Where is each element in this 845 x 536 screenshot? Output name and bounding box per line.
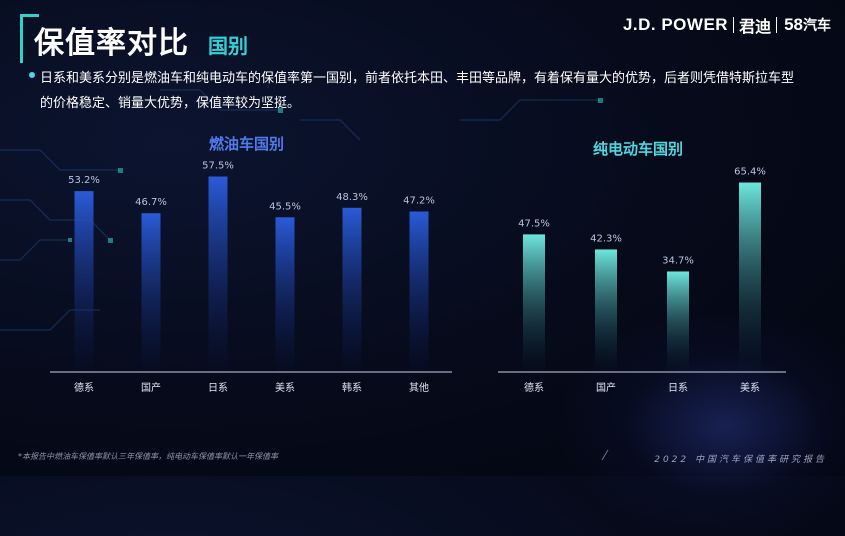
- footer-report-title: 2022 中国汽车保值率研究报告: [654, 455, 827, 465]
- fuel-bar-1: [141, 213, 161, 372]
- jundi-logo-text: 君迪: [739, 19, 772, 36]
- logo-divider: [733, 17, 735, 33]
- logo-divider: [776, 17, 778, 33]
- ev-data-label-0: 47.5%: [518, 218, 550, 229]
- fuel-category-label-2: 日系: [208, 382, 228, 394]
- ev-bar-2: [667, 271, 689, 372]
- page-title: 保值率对比: [34, 26, 189, 61]
- fuel-bar-5: [409, 211, 429, 372]
- fuel-category-label-4: 韩系: [342, 381, 362, 394]
- fuel-category-label-1: 国产: [141, 381, 161, 394]
- fuel-category-label-5: 其他: [409, 381, 429, 394]
- fuel-category-label-3: 美系: [275, 381, 295, 394]
- ev-chart-title: 纯电动车国别: [593, 140, 684, 158]
- fuel-data-label-3: 45.5%: [269, 201, 301, 212]
- title-bracket: [20, 14, 39, 63]
- fuel-chart-title: 燃油车国别: [209, 135, 285, 153]
- ev-category-label-3: 美系: [740, 381, 760, 394]
- fuel-category-label-0: 德系: [74, 381, 94, 394]
- jdpower-logo-text: J.D. POWER: [622, 15, 729, 34]
- fuel-bar-2: [208, 176, 228, 372]
- fuel-bar-3: [275, 217, 295, 372]
- 58-logo-text: 汽车: [803, 17, 831, 33]
- ev-category-label-2: 日系: [668, 382, 688, 394]
- bullet-icon: [29, 72, 35, 78]
- ev-category-label-0: 德系: [524, 381, 544, 394]
- description-text: 日系和美系分别是燃油车和纯电动车的保值率第一国别，前者依托本田、丰田等品牌，有着…: [40, 71, 795, 111]
- ev-bar-3: [739, 182, 761, 372]
- footer-slash-icon: [601, 449, 609, 461]
- ev-bar-chart: 47.5% 德系 42.3% 国产 34.7% 日系 65.4% 美系: [498, 167, 786, 394]
- ev-data-label-1: 42.3%: [590, 233, 622, 244]
- fuel-bar-4: [342, 207, 362, 372]
- fuel-data-label-1: 46.7%: [135, 197, 167, 208]
- fuel-data-label-4: 48.3%: [336, 192, 368, 203]
- ev-bar-0: [523, 234, 545, 372]
- brand-logo: J.D. POWER 君迪 58 汽车: [623, 14, 831, 36]
- ev-data-label-2: 34.7%: [662, 255, 694, 266]
- fuel-data-label-2: 57.5%: [202, 161, 234, 172]
- ev-bar-1: [595, 249, 617, 372]
- 58-logo-number: 58: [784, 15, 803, 34]
- footnote: *本报告中燃油车保值率默认三年保值率，纯电动车保值率默认一年保值率: [18, 452, 278, 461]
- fuel-data-label-0: 53.2%: [68, 175, 100, 186]
- fuel-bar-chart: 53.2% 德系 46.7% 国产 57.5% 日系 45.5% 美系 48.3% 韩系 47.2%…: [50, 161, 452, 394]
- title-tag: 国别: [208, 34, 248, 58]
- fuel-bar-0: [74, 191, 94, 372]
- ev-category-label-1: 国产: [596, 381, 616, 394]
- fuel-data-label-5: 47.2%: [403, 196, 435, 207]
- ev-data-label-3: 65.4%: [734, 167, 766, 178]
